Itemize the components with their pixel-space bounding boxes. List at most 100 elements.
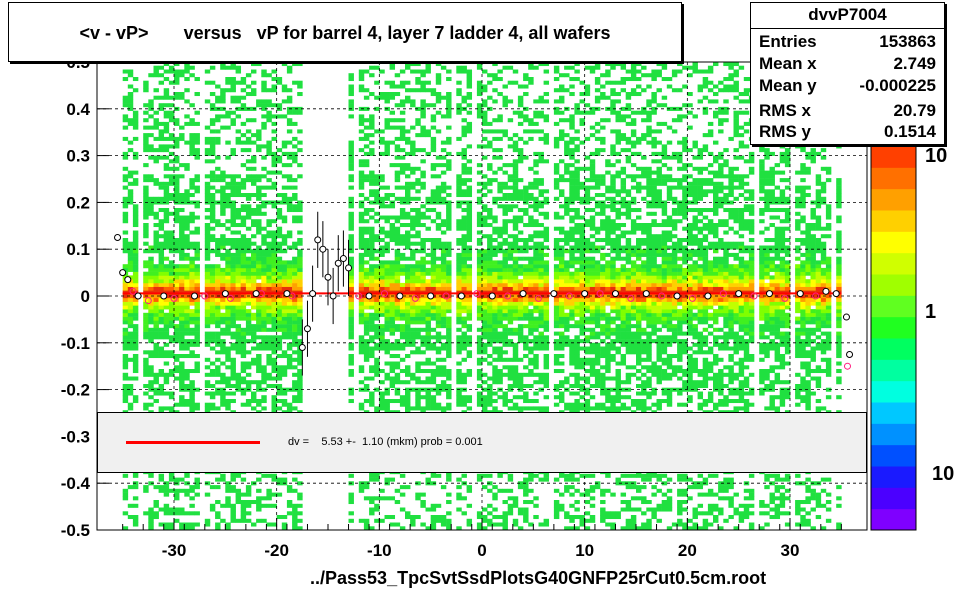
heatmap-cell bbox=[358, 178, 365, 183]
heatmap-cell bbox=[194, 249, 200, 254]
heatmap-cell bbox=[420, 185, 426, 190]
heatmap-cell bbox=[476, 384, 483, 389]
heatmap-cell bbox=[435, 196, 442, 201]
heatmap-cell bbox=[184, 245, 190, 250]
heatmap-cell bbox=[261, 211, 267, 216]
heatmap-cell bbox=[292, 301, 298, 306]
heatmap-cell bbox=[420, 260, 426, 265]
heatmap-cell bbox=[358, 406, 365, 411]
heatmap-cell bbox=[517, 526, 524, 531]
heatmap-cell bbox=[153, 309, 159, 314]
heatmap-cell bbox=[276, 170, 283, 175]
heatmap-cell bbox=[394, 391, 401, 396]
heatmap-cell bbox=[292, 526, 298, 531]
heatmap-cell bbox=[143, 335, 149, 340]
heatmap-cell bbox=[569, 136, 575, 141]
heatmap-cell bbox=[281, 144, 288, 149]
heatmap-cell bbox=[410, 88, 416, 93]
heatmap-cell bbox=[476, 369, 483, 374]
heatmap-cell bbox=[456, 103, 462, 108]
heatmap-cell bbox=[482, 372, 488, 377]
heatmap-cell bbox=[297, 219, 303, 224]
heatmap-cell bbox=[487, 73, 493, 78]
heatmap-cell bbox=[348, 342, 354, 347]
heatmap-cell bbox=[564, 526, 570, 531]
heatmap-cell bbox=[132, 335, 139, 340]
heatmap-cell bbox=[425, 282, 431, 287]
heatmap-cell bbox=[261, 309, 267, 314]
heatmap-cell bbox=[523, 346, 529, 351]
heatmap-cell bbox=[374, 477, 380, 482]
heatmap-cell bbox=[215, 286, 221, 291]
heatmap-cell bbox=[168, 144, 175, 149]
heatmap-cell bbox=[281, 320, 288, 325]
heatmap-cell bbox=[220, 275, 226, 280]
heatmap-cell bbox=[523, 73, 529, 78]
heatmap-cell bbox=[194, 309, 200, 314]
heatmap-cell bbox=[533, 327, 539, 332]
heatmap-cell bbox=[348, 196, 354, 201]
heatmap-cell bbox=[168, 511, 175, 516]
heatmap-cell bbox=[256, 500, 262, 505]
heatmap-cell bbox=[559, 320, 565, 325]
heatmap-cell bbox=[553, 488, 560, 493]
heatmap-cell bbox=[292, 193, 298, 198]
heatmap-cell bbox=[523, 84, 529, 89]
heatmap-cell bbox=[179, 511, 185, 516]
heatmap-cell bbox=[127, 312, 134, 317]
heatmap-cell bbox=[482, 305, 488, 310]
heatmap-cell bbox=[420, 342, 426, 347]
heatmap-cell bbox=[430, 297, 437, 302]
heatmap-cell bbox=[482, 331, 488, 336]
heatmap-cell bbox=[348, 215, 354, 220]
heatmap-cell bbox=[168, 174, 175, 179]
heatmap-cell bbox=[209, 148, 216, 153]
heatmap-cell bbox=[122, 511, 129, 516]
heatmap-cell bbox=[369, 256, 375, 261]
heatmap-cell bbox=[348, 99, 354, 104]
heatmap-cell bbox=[245, 204, 252, 209]
heatmap-cell bbox=[261, 241, 267, 246]
heatmap-cell bbox=[440, 256, 447, 261]
heatmap-cell bbox=[374, 189, 380, 194]
heatmap-cell bbox=[507, 196, 514, 201]
heatmap-cell bbox=[256, 249, 262, 254]
heatmap-cell bbox=[297, 286, 303, 291]
heatmap-cell bbox=[379, 275, 385, 280]
heatmap-cell bbox=[517, 121, 524, 126]
heatmap-cell bbox=[209, 144, 216, 149]
heatmap-cell bbox=[266, 245, 272, 250]
heatmap-cell bbox=[153, 346, 159, 351]
heatmap-cell bbox=[251, 241, 257, 246]
heatmap-cell bbox=[286, 500, 293, 505]
heatmap-cell bbox=[148, 526, 154, 531]
heatmap-cell bbox=[533, 65, 539, 70]
heatmap-cell bbox=[446, 279, 452, 284]
heatmap-cell bbox=[132, 376, 139, 381]
heatmap-cell bbox=[415, 267, 421, 272]
heatmap-cell bbox=[281, 163, 288, 168]
heatmap-cell bbox=[466, 335, 473, 340]
heatmap-cell bbox=[286, 357, 293, 362]
heatmap-cell bbox=[256, 245, 262, 250]
heatmap-cell bbox=[240, 518, 247, 523]
heatmap-cell bbox=[466, 297, 473, 302]
heatmap-cell bbox=[507, 342, 514, 347]
heatmap-cell bbox=[363, 174, 370, 179]
heatmap-cell bbox=[348, 159, 354, 164]
heatmap-cell bbox=[389, 305, 396, 310]
heatmap-cell bbox=[281, 331, 288, 336]
heatmap-cell bbox=[456, 275, 462, 280]
heatmap-cell bbox=[461, 290, 467, 295]
heatmap-cell bbox=[435, 387, 442, 392]
heatmap-cell bbox=[553, 507, 560, 512]
heatmap-cell bbox=[374, 331, 380, 336]
heatmap-cell bbox=[512, 286, 519, 291]
heatmap-cell bbox=[292, 507, 298, 512]
heatmap-cell bbox=[225, 500, 231, 505]
heatmap-cell bbox=[189, 350, 195, 355]
heatmap-cell bbox=[415, 380, 421, 385]
heatmap-cell bbox=[230, 185, 236, 190]
heatmap-cell bbox=[132, 346, 139, 351]
heatmap-cell bbox=[476, 279, 483, 284]
